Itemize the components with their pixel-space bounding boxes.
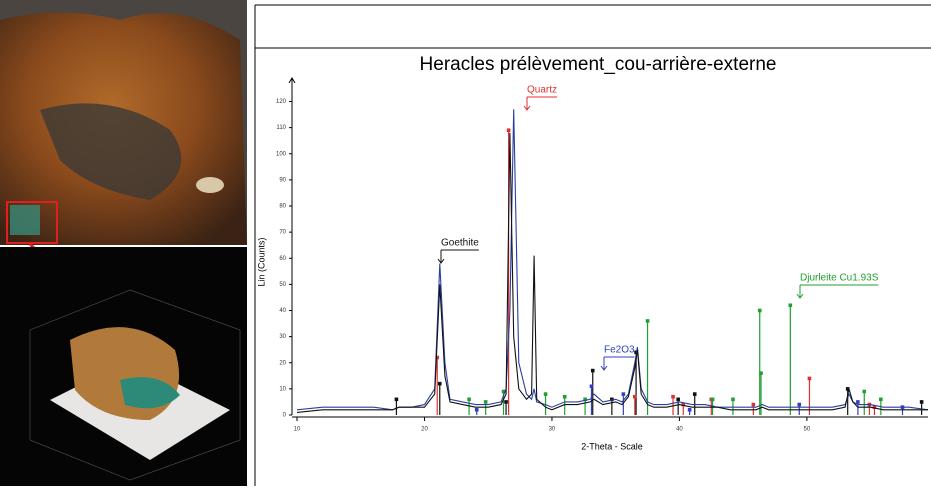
phase-label: Quartz [527,85,557,96]
phase-label: Djurleite Cu1.93S [800,273,879,284]
phase-marker [808,377,812,381]
phase-marker [693,392,697,396]
phase-marker [676,398,680,402]
y-tick-label: 0 [283,413,287,419]
phase-label: Fe2O3 [604,345,635,356]
y-tick-label: 70 [279,230,286,236]
y-axis-label: Lin (Counts) [256,237,266,286]
phase-label-arrow [524,97,530,110]
x-tick-label: 20 [421,427,428,433]
x-tick-label: 50 [804,427,811,433]
y-tick-label: 100 [276,151,287,157]
y-tick-label: 30 [279,334,286,340]
x-tick-label: 10 [294,427,301,433]
phase-marker [507,128,511,132]
phase-marker [752,403,756,407]
phase-marker [622,392,626,396]
phase-marker [731,398,735,402]
y-tick-label: 10 [279,386,286,392]
phase-marker [395,398,399,402]
phase-marker [467,398,471,402]
phase-marker [544,392,548,396]
y-tick-label: 40 [279,308,286,314]
x-tick-label: 40 [676,427,683,433]
phase-marker [688,408,692,412]
phase-marker [797,403,801,407]
x-tick-label: 30 [549,427,556,433]
phase-label-arrow [797,285,803,298]
phase-marker [504,400,508,404]
pattern-line [297,109,928,410]
y-tick-label: 60 [279,256,286,262]
y-tick-label: 110 [276,125,286,131]
sample-photo [0,0,247,245]
phase-marker [862,390,866,394]
phase-marker [759,371,763,375]
phase-marker [711,398,715,402]
phase-marker [591,369,595,373]
figure: Heracles prélèvement_cou-arrière-externe… [0,0,931,486]
phase-marker [563,395,567,399]
phase-marker [438,382,442,386]
phase-marker [484,400,488,404]
phase-marker [590,384,594,388]
y-tick-label: 80 [279,204,286,210]
y-tick-label: 120 [276,99,287,105]
phase-marker [758,309,762,313]
phase-marker [475,408,479,412]
phase-marker [671,395,675,399]
y-tick-label: 20 [279,360,286,366]
phase-marker [633,395,637,399]
phase-label-arrow [601,357,607,370]
phase-marker [646,319,650,323]
y-tick-label: 50 [279,282,286,288]
y-tick-label: 90 [279,177,286,183]
3d-view [0,247,247,486]
phase-label: Goethite [441,238,479,249]
phase-marker [856,400,860,404]
phase-marker [920,400,924,404]
phase-label-arrow [438,250,444,263]
phase-marker [879,398,883,402]
phase-marker [789,303,793,307]
chart-title: Heracles prélèvement_cou-arrière-externe [420,54,777,75]
x-axis-label: 2-Theta - Scale [581,441,643,451]
